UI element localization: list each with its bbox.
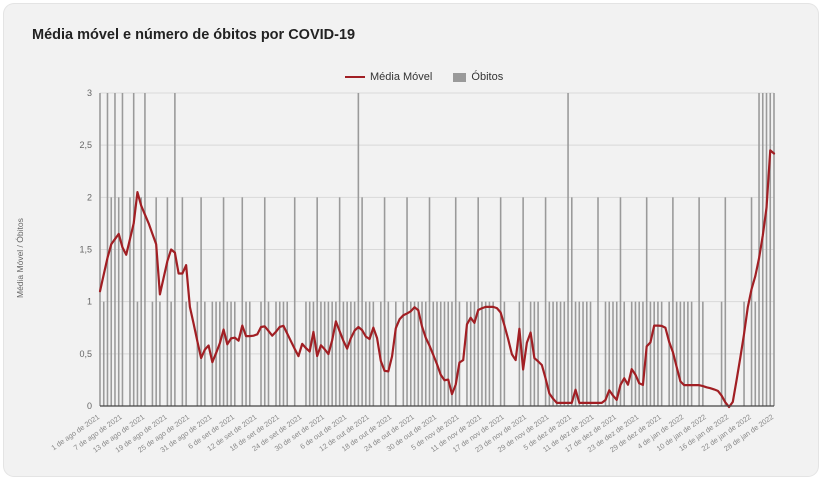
svg-text:0: 0 bbox=[87, 401, 92, 411]
svg-text:1,5: 1,5 bbox=[79, 245, 92, 255]
svg-text:2: 2 bbox=[87, 192, 92, 202]
svg-text:1: 1 bbox=[87, 297, 92, 307]
svg-text:3: 3 bbox=[87, 88, 92, 98]
svg-text:2,5: 2,5 bbox=[79, 140, 92, 150]
svg-text:0,5: 0,5 bbox=[79, 349, 92, 359]
